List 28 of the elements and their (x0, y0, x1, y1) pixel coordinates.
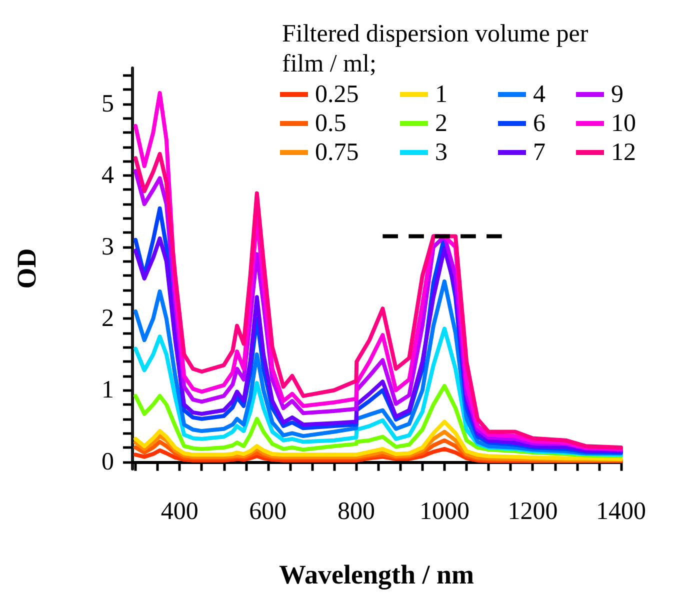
y-tick-label: 1 (102, 376, 114, 404)
legend-title: Filtered dispersion volume per film / ml; (282, 20, 594, 78)
y-tick-label: 0 (102, 448, 114, 476)
legend-label: 12 (611, 139, 636, 166)
y-tick-label: 3 (102, 234, 114, 261)
x-tick-label: 600 (249, 498, 287, 525)
legend-label: 0.75 (315, 139, 359, 166)
x-tick-label: 1000 (419, 498, 470, 525)
legend-label: 7 (533, 139, 546, 166)
y-tick-label: 4 (102, 162, 114, 189)
x-tick-label: 400 (160, 498, 198, 525)
legend-label: 6 (533, 110, 546, 137)
legend-label: 1 (435, 81, 448, 108)
x-tick-label: 1200 (508, 498, 558, 525)
line-series (134, 279, 623, 456)
x-tick-label: 1400 (596, 498, 646, 525)
legend-label: 3 (435, 139, 448, 166)
y-axis-title: OD (12, 248, 42, 289)
x-tick-label: 800 (337, 498, 375, 525)
legend-label: 4 (533, 81, 546, 108)
legend-label: 2 (435, 110, 448, 137)
legend-label: 0.25 (315, 81, 359, 108)
legend-label: 9 (611, 81, 624, 108)
y-tick-label: 2 (102, 305, 114, 332)
y-tick-label: 5 (102, 90, 114, 118)
x-axis-title: Wavelength / nm (278, 560, 475, 590)
legend-label: 10 (611, 110, 636, 137)
legend-label: 0.5 (315, 110, 346, 137)
